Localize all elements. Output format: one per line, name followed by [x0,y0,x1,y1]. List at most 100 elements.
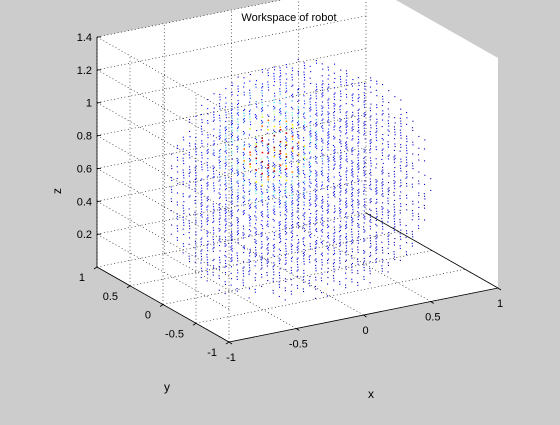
workspace-point [272,186,274,188]
workspace-point [230,187,232,189]
workspace-point [255,115,257,117]
workspace-point [309,103,311,105]
workspace-point [333,152,335,154]
workspace-point [340,244,342,246]
workspace-point [279,171,281,173]
workspace-point [195,165,197,167]
y-tick [93,266,98,270]
workspace-point [388,234,390,236]
workspace-point [333,265,335,267]
workspace-point [351,153,353,155]
workspace-point [352,126,354,128]
workspace-point [195,222,197,224]
workspace-point [297,148,299,150]
workspace-point [285,174,287,176]
workspace-point [237,180,239,182]
workspace-point [230,222,232,224]
workspace-point [297,269,299,271]
workspace-point [243,252,245,254]
workspace-point [345,251,347,253]
workspace-point [248,252,250,254]
workspace-point [213,149,215,151]
workspace-point [304,176,306,178]
workspace-point [346,238,348,240]
workspace-point [364,83,366,85]
workspace-point [314,191,316,193]
workspace-point [291,114,293,116]
workspace-point [357,109,359,111]
workspace-point [321,114,323,116]
workspace-point [345,242,347,244]
workspace-point [327,196,329,198]
workspace-point [328,181,330,183]
workspace-point [292,212,294,214]
workspace-point [298,147,300,149]
workspace-point [418,195,420,197]
workspace-point [345,284,347,286]
workspace-point [357,88,359,90]
workspace-point [177,159,179,161]
workspace-point [266,274,268,276]
workspace-point [213,229,215,231]
workspace-point [315,123,317,125]
workspace-point [375,181,377,183]
workspace-point [213,135,215,137]
workspace-point [382,155,384,157]
workspace-point [267,146,269,148]
workspace-point [363,186,365,188]
workspace-point [400,184,402,186]
workspace-point [231,191,233,193]
workspace-point [255,254,257,256]
workspace-point [243,160,245,162]
workspace-point [231,242,233,244]
workspace-point [327,156,329,158]
workspace-point [284,230,286,232]
workspace-point [183,163,185,165]
workspace-point [231,158,233,160]
workspace-point [297,257,299,259]
workspace-point [244,167,246,169]
workspace-point [351,239,353,241]
workspace-point [358,188,360,190]
workspace-point [297,136,299,138]
workspace-point [340,90,342,92]
workspace-point [267,261,269,263]
workspace-point [291,126,294,129]
workspace-point [315,261,317,263]
workspace-point [399,198,401,200]
workspace-point [358,85,360,87]
workspace-point [231,247,233,249]
workspace-point [219,196,221,198]
workspace-point [387,197,389,199]
grid-line-floor-y [162,250,433,305]
workspace-point [255,246,257,248]
workspace-point [345,266,347,268]
workspace-point [327,120,329,122]
workspace-point [369,261,371,263]
workspace-point [327,175,329,177]
workspace-point [351,269,353,271]
workspace-point [237,272,239,274]
workspace-point [262,192,264,194]
workspace-point [224,210,226,212]
workspace-point [382,193,384,195]
workspace-point [219,149,221,151]
workspace-point [207,120,209,122]
workspace-point [256,141,258,143]
workspace-point [297,204,299,206]
workspace-point [231,136,233,138]
workspace-point [279,84,281,86]
workspace-point [273,179,275,181]
workspace-point [358,108,360,110]
workspace-point [316,115,318,117]
workspace-point [231,82,233,84]
workspace-point [387,146,389,148]
workspace-point [272,278,274,280]
workspace-point [309,202,311,204]
workspace-point [304,126,306,128]
workspace-point [261,125,263,128]
workspace-point [303,112,305,114]
workspace-point [394,238,396,240]
workspace-point [352,171,354,173]
